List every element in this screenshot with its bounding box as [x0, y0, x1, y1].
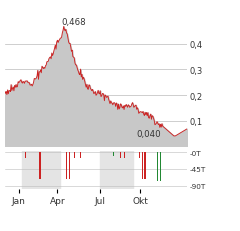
Bar	[139, 153, 140, 158]
Bar	[124, 153, 125, 158]
Bar	[120, 153, 121, 158]
Bar	[160, 153, 161, 181]
Bar	[144, 153, 146, 179]
Bar	[100, 151, 133, 189]
Bar	[25, 153, 26, 158]
Bar	[113, 153, 114, 156]
Bar	[39, 153, 41, 179]
Bar	[142, 153, 143, 179]
Bar	[157, 153, 158, 181]
Bar	[80, 153, 81, 158]
Bar	[74, 153, 75, 158]
Bar	[66, 153, 67, 179]
Bar	[69, 153, 70, 179]
Bar	[22, 151, 60, 189]
Text: 0,040: 0,040	[137, 130, 161, 139]
Text: 0,468: 0,468	[62, 18, 86, 27]
